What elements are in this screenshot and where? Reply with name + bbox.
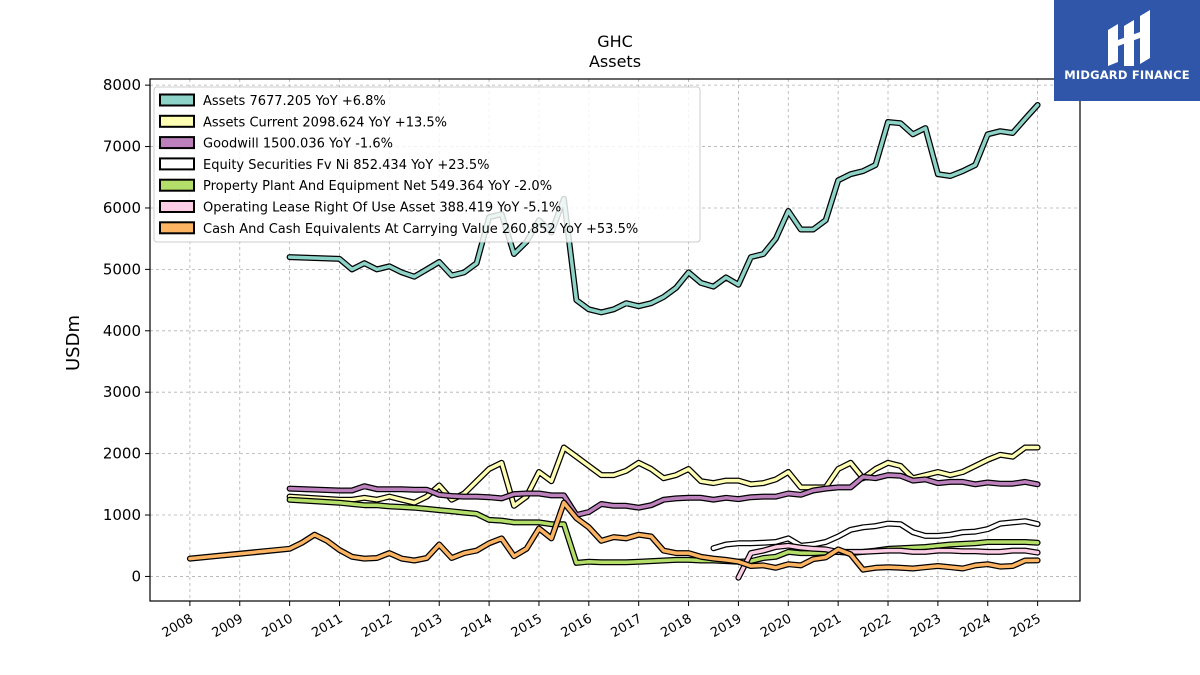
legend-label: Cash And Cash Equivalents At Carrying Va… — [203, 222, 638, 237]
legend-swatch-property-plant-and-equipment-net — [159, 178, 195, 192]
legend-swatch-assets-current — [159, 114, 195, 128]
x-tick-label: 2021 — [808, 611, 844, 641]
legend-label: Assets Current 2098.624 YoY +13.5% — [203, 115, 447, 130]
x-tick-label: 2022 — [858, 611, 894, 641]
legend-label: Goodwill 1500.036 YoY -1.6% — [203, 137, 393, 152]
y-tick-label: 6000 — [103, 199, 141, 217]
x-tick-label: 2024 — [958, 611, 994, 641]
y-tick-label: 3000 — [103, 383, 141, 401]
series-line-goodwill — [287, 473, 1040, 517]
series-line-equity-securities-fv-ni — [711, 519, 1040, 550]
legend-label: Property Plant And Equipment Net 549.364… — [203, 179, 552, 194]
series-line-operating-lease-right-of-use-asset — [736, 543, 1040, 580]
y-axis-label: USDm — [63, 315, 84, 371]
brand-logo: MIDGARD FINANCE — [1054, 0, 1200, 101]
y-tick-label: 0 — [131, 567, 141, 585]
legend-swatch-operating-lease-right-of-use-asset — [159, 200, 195, 213]
x-tick-label: 2019 — [708, 611, 744, 641]
series-line-property-plant-and-equipment-net — [287, 497, 1040, 565]
legend-swatch-cash-and-cash-equivalents-at-carrying-value — [159, 221, 195, 235]
logo-mark-icon — [1108, 10, 1150, 66]
y-tick-label: 5000 — [103, 260, 141, 278]
series-line-assets — [287, 103, 1040, 315]
x-tick-label: 2023 — [908, 611, 944, 641]
x-tick-label: 2008 — [160, 611, 196, 641]
x-tick-label: 2017 — [609, 611, 645, 641]
x-tick-label: 2018 — [658, 611, 694, 641]
y-tick-label: 2000 — [103, 445, 141, 463]
series-line-cash-and-cash-equivalents-at-carrying-value — [188, 500, 1040, 572]
legend-label: Operating Lease Right Of Use Asset 388.4… — [203, 201, 561, 216]
legend-swatch-goodwill — [159, 136, 195, 150]
chart-subtitle: Assets — [589, 52, 641, 71]
legend-swatch-equity-securities-fv-ni — [159, 157, 195, 171]
x-tick-label: 2014 — [459, 611, 495, 641]
legend-label: Equity Securities Fv Ni 852.434 YoY +23.… — [203, 158, 490, 173]
x-tick-label: 2010 — [259, 611, 295, 641]
legend-box — [153, 86, 701, 243]
legend: Assets 7677.205 YoY +6.8% Assets Current … — [153, 86, 701, 243]
legend-label: Assets 7677.205 YoY +6.8% — [203, 94, 386, 109]
y-axis-ticks: 0 1000 2000 3000 4000 5000 6000 7000 8000 — [103, 76, 150, 585]
y-tick-label: 4000 — [103, 322, 141, 340]
series-layer — [186, 102, 1041, 581]
x-tick-label: 2012 — [359, 611, 395, 641]
x-tick-label: 2013 — [409, 611, 445, 641]
y-tick-label: 8000 — [103, 76, 141, 94]
x-tick-label: 2009 — [210, 611, 246, 641]
plot-frame — [149, 78, 1081, 602]
x-tick-label: 2025 — [1007, 611, 1043, 641]
chart-title: GHC — [597, 32, 633, 51]
x-tick-label: 2011 — [309, 611, 345, 641]
x-tick-label: 2015 — [509, 611, 545, 641]
x-tick-label: 2016 — [559, 611, 595, 641]
x-tick-label: 2020 — [758, 611, 794, 641]
logo-text: MIDGARD FINANCE — [1064, 68, 1190, 82]
x-axis-ticks: 2008 2009 2010 2011 2012 2013 2014 2015 2016 2017… — [160, 601, 1044, 641]
y-tick-label: 7000 — [103, 138, 141, 156]
legend-swatch-assets — [159, 93, 195, 107]
y-tick-label: 1000 — [103, 506, 141, 524]
